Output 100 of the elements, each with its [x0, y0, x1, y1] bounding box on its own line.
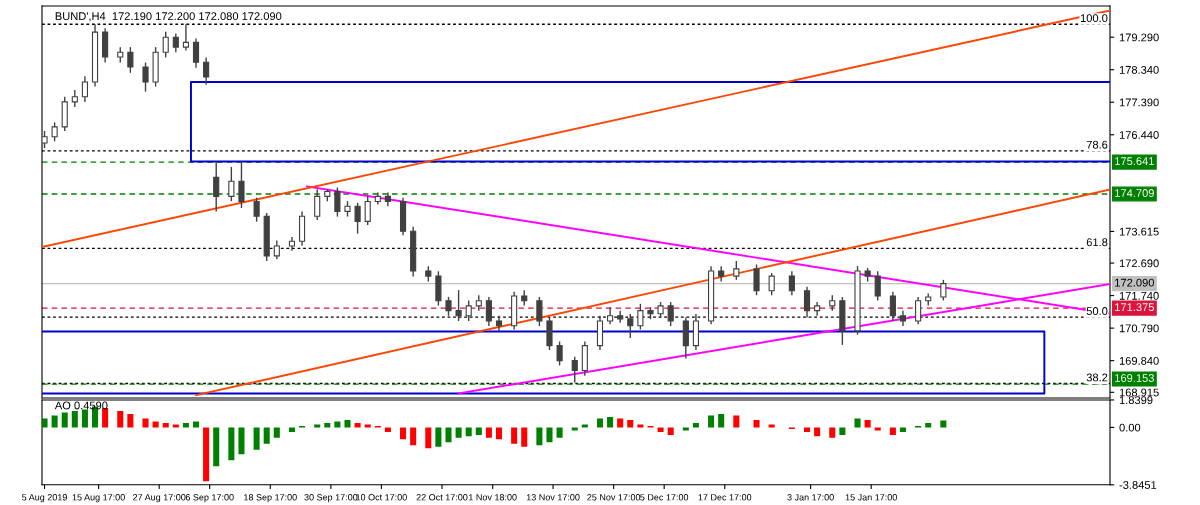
bar [172, 424, 179, 428]
bar [546, 427, 553, 443]
bar [667, 427, 674, 435]
x-tick-label: 18 Sep 17:00 [244, 494, 297, 503]
candlestick [803, 286, 811, 319]
y-tick-label: 176.440 [1119, 131, 1159, 139]
bar [273, 427, 280, 438]
x-tick-label: 30 Sep 17:00 [304, 494, 358, 503]
x-tick-label: 6 Sep 17:00 [185, 494, 234, 503]
bar [253, 427, 260, 450]
ref-line-label: 175.641 [1115, 157, 1154, 166]
x-tick-label: 22 Oct 17:00 [416, 494, 468, 501]
annotation: 100.0 [1080, 14, 1108, 22]
bar [142, 418, 149, 428]
chart-title: BUND',H4 172.190 172.200 172.080 172.090 [55, 12, 282, 22]
x-tick-label: 3 Jan 17:00 [787, 494, 834, 501]
ref-line-label: 174.709 [1115, 189, 1154, 197]
bar [829, 427, 836, 438]
candlestick [768, 272, 775, 296]
bar [263, 427, 270, 444]
bar [556, 427, 563, 438]
bar [445, 427, 452, 443]
candlestick [445, 296, 452, 317]
bar [708, 415, 715, 428]
candlestick [667, 301, 674, 327]
y-tick-label: 177.390 [1119, 98, 1159, 107]
y-tick-label: 168.915 [1119, 388, 1159, 397]
y-tick-label: -3.8451 [1119, 481, 1157, 489]
candlestick [213, 160, 220, 213]
x-tick-label: 1 Nov 18:00 [469, 494, 517, 501]
bar [899, 427, 906, 432]
bar [596, 418, 604, 428]
candlestick [127, 46, 134, 74]
x-tick-label: 5 Dec 17:00 [640, 494, 689, 501]
bar [536, 427, 543, 446]
x-tick-label: 27 Aug 17:00 [133, 494, 186, 503]
candlestick [940, 279, 947, 302]
candlestick [788, 270, 795, 296]
bar [571, 427, 578, 431]
bar [51, 415, 58, 428]
x-tick-label: 5 Aug 2019 [22, 494, 67, 503]
bar [410, 427, 417, 446]
bar [874, 427, 881, 431]
bar [682, 427, 689, 431]
bar [581, 424, 588, 428]
bar [627, 419, 634, 428]
bar [718, 413, 725, 428]
candlestick [253, 197, 260, 223]
annotation: 50.0 [1086, 307, 1108, 315]
bar [657, 427, 664, 432]
bar [485, 427, 492, 438]
y-tick-label: 169.840 [1119, 356, 1159, 365]
bar [344, 419, 351, 428]
annotation: 78.6 [1086, 140, 1108, 149]
bar [364, 424, 371, 428]
candlestick [81, 75, 89, 103]
bar [617, 418, 624, 428]
bar [314, 424, 321, 428]
y-tick-label: 178.340 [1119, 65, 1159, 74]
y-tick-label: 0.00 [1119, 423, 1141, 432]
candlestick [915, 296, 922, 326]
bar [425, 427, 432, 449]
bar [607, 416, 614, 428]
bar [864, 419, 871, 428]
bar [854, 418, 861, 428]
candlestick [889, 291, 896, 322]
ref-line-label: 172.090 [1115, 278, 1154, 287]
ref-line-label: 171.375 [1115, 303, 1154, 312]
candlestick [874, 270, 881, 302]
candlestick [556, 340, 563, 367]
bar [102, 408, 109, 428]
candlestick [192, 37, 200, 69]
y-tick-label: 170.790 [1119, 324, 1159, 333]
x-tick-label: 13 Nov 17:00 [526, 494, 580, 501]
bar [42, 418, 48, 428]
bar [465, 427, 472, 437]
bar [753, 419, 760, 428]
bar [71, 411, 78, 428]
candlestick [142, 61, 149, 93]
bar [803, 427, 811, 432]
candlestick [273, 239, 280, 261]
bar [81, 409, 88, 428]
candlestick [172, 32, 179, 53]
candlestick [182, 23, 189, 52]
x-tick-label: 17 Dec 17:00 [698, 494, 752, 501]
ref-line-label: 169.153 [1115, 374, 1154, 382]
bar [455, 427, 462, 438]
x-tick-label: 10 Oct 17:00 [356, 494, 407, 501]
y-tick-label: 1.8399 [1119, 396, 1153, 405]
chart-title: AO 0.4590 [54, 401, 108, 410]
y-tick-label: 172.690 [1119, 259, 1159, 268]
bar [213, 427, 220, 467]
candlestick [733, 260, 740, 281]
bar [203, 427, 210, 482]
x-tick-label: 25 Nov 17:00 [587, 494, 641, 501]
y-tick-label: 179.290 [1119, 33, 1159, 42]
bar [733, 415, 740, 428]
bar [334, 421, 341, 428]
bar [384, 427, 391, 432]
x-tick-label: 15 Aug 17:00 [72, 494, 125, 503]
